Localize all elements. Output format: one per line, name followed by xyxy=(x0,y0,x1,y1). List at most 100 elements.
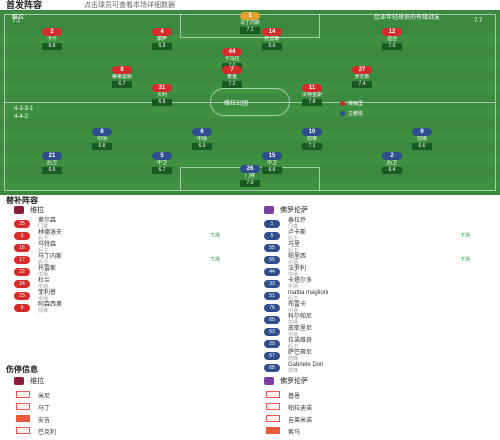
player-rating: 6.6 xyxy=(262,43,282,50)
player-name: 中场 xyxy=(96,136,107,142)
home-sub-row[interactable]: 3 林德洛夫 后卫 下场 xyxy=(10,230,250,242)
home-player[interactable]: 2 卡什 6.8 xyxy=(30,28,74,52)
away-logo-icon xyxy=(264,377,274,386)
away-sub-row[interactable]: 51 mattia maglioni 后卫 xyxy=(260,290,500,302)
home-sub-row[interactable]: 24 杜兰 中场 xyxy=(10,278,250,290)
away-sub-row[interactable]: 76 布雷卡 中场 xyxy=(260,302,500,314)
away-player[interactable]: 21 后卫 6.5 xyxy=(30,152,74,176)
sub-name: 卡塔尔多 xyxy=(288,278,313,284)
player-number: 2 xyxy=(42,28,62,36)
home-injury-row: 巴克利 xyxy=(10,426,250,436)
sub-position: 前锋 xyxy=(38,308,49,314)
injury-icon xyxy=(16,403,30,410)
home-player[interactable]: 11 沃特金斯 7.8 xyxy=(290,84,334,108)
sub-name: 皮耶里尼 xyxy=(288,326,313,332)
home-sub-row[interactable]: 16 马特森 后卫 xyxy=(10,242,250,254)
player-name: 后卫 xyxy=(46,160,57,166)
away-player[interactable]: 6 中场 6.9 xyxy=(180,128,224,152)
injury-player-name: 帕拉迪诺 xyxy=(288,406,313,412)
away-sub-row[interactable]: 33 卡塔尔多 中场 xyxy=(260,278,500,290)
away-player[interactable]: 5 中卫 6.7 xyxy=(140,152,184,176)
player-rating: 7.4 xyxy=(352,81,372,88)
subs-away-header: 佛罗伦萨 xyxy=(264,205,308,217)
away-player[interactable]: 8 中场 6.8 xyxy=(80,128,124,152)
sub-name: 菲利普 xyxy=(38,290,57,296)
sub-name: 托雷斯 xyxy=(38,266,57,272)
sub-number: 24 xyxy=(14,280,30,288)
away-sub-row[interactable]: 67 萨巴蒂尼 前锋 xyxy=(260,350,500,362)
away-player[interactable]: 15 中卫 6.6 xyxy=(250,152,294,176)
player-number: 14 xyxy=(262,28,282,36)
home-player[interactable]: 7 麦金 7.2 xyxy=(210,66,254,90)
injury-player-name: 索马 xyxy=(288,430,301,436)
player-number: 26 xyxy=(240,165,260,173)
player-name: 贝利 xyxy=(156,92,167,98)
lineup-header: 首发阵容 点击球员可查看本场详细数据 xyxy=(0,0,500,10)
player-name: 托雷斯 xyxy=(264,36,280,42)
away-player[interactable]: 9 前锋 6.6 xyxy=(400,128,444,152)
sub-position: 后卫 xyxy=(288,296,299,302)
player-number: 4 xyxy=(152,28,172,36)
sub-position: 中场 xyxy=(288,308,299,314)
away-sub-row[interactable]: 65 帕里西 中场 下场 xyxy=(260,254,500,266)
home-player[interactable]: 8 蒂莱曼斯 6.7 xyxy=(100,66,144,90)
player-number: 15 xyxy=(262,152,282,160)
sub-position: 中场 xyxy=(288,272,299,278)
sub-name: 科尔帕尼 xyxy=(288,314,313,320)
sub-name: 奥尔森 xyxy=(38,218,57,224)
player-number: 27 xyxy=(352,66,372,74)
player-rating: 7.1 xyxy=(302,143,322,150)
sub-position: 后卫 xyxy=(288,248,299,254)
sub-name: mattia maglioni xyxy=(288,290,329,296)
injury-icon xyxy=(266,415,280,422)
home-player[interactable]: 1 马丁内斯 7.1 xyxy=(228,12,272,36)
away-sub-row[interactable]: 44 法罗利 中场 xyxy=(260,266,500,278)
lineup-title: 首发阵容 xyxy=(6,0,43,10)
sub-number: 68 xyxy=(264,364,280,372)
sub-position: 前锋 xyxy=(288,356,299,362)
away-sub-row[interactable]: 5 卢卡斯 后卫 下场 xyxy=(260,230,500,242)
sub-name: 布雷卡 xyxy=(288,302,307,308)
home-player[interactable]: 4 康萨 6.9 xyxy=(140,28,184,52)
home-sub-row[interactable]: 9 阿森西奥 前锋 xyxy=(10,302,250,314)
sub-name: 卢卡斯 xyxy=(288,230,307,236)
home-sub-row[interactable]: 25 奥尔森 门将 xyxy=(10,218,250,230)
away-player[interactable]: 26 门将 7.0 xyxy=(228,165,272,189)
away-sub-row[interactable]: 1 泰拉乔 门将 xyxy=(260,218,500,230)
away-sub-row[interactable]: 29 拉诺维奇 后卫 xyxy=(260,338,500,350)
player-rating: 7.8 xyxy=(302,99,322,106)
player-number: 11 xyxy=(302,84,322,92)
home-player[interactable]: 27 罗杰斯 7.4 xyxy=(340,66,384,90)
away-player[interactable]: 10 前锋 7.1 xyxy=(290,128,334,152)
home-sub-row[interactable]: 22 托雷斯 中场 xyxy=(10,266,250,278)
sub-name: 马特森 xyxy=(38,242,57,248)
away-player[interactable]: 2 后卫 6.4 xyxy=(370,152,414,176)
player-rating: 6.7 xyxy=(152,167,172,174)
sub-name: 萨巴蒂尼 xyxy=(288,350,313,356)
player-name: 沃特金斯 xyxy=(301,92,322,98)
player-name: 卡马拉 xyxy=(224,56,240,62)
away-sub-row[interactable]: 60 科尔帕尼 中场 xyxy=(260,314,500,326)
away-sub-row[interactable]: 63 皮耶里尼 中场 xyxy=(260,326,500,338)
injury-icon xyxy=(266,391,280,398)
away-injury-row: 索马 xyxy=(260,426,500,436)
home-coach: 埃梅里 xyxy=(340,100,363,107)
sub-number: 23 xyxy=(14,292,30,300)
home-sub-row[interactable]: 17 马丁内斯 后卫 下场 xyxy=(10,254,250,266)
sub-name: 马里 xyxy=(288,242,301,248)
home-sub-row[interactable]: 23 菲利普 中场 xyxy=(10,290,250,302)
home-player[interactable]: 12 迪涅 7.0 xyxy=(370,28,414,52)
home-player[interactable]: 14 托雷斯 6.6 xyxy=(250,28,294,52)
injury-player-name: 基恩 xyxy=(288,394,301,400)
player-number: 21 xyxy=(42,152,62,160)
home-player[interactable]: 31 贝利 6.9 xyxy=(140,84,184,108)
home-injury-row: 马丁 xyxy=(10,402,250,412)
away-sub-row[interactable]: 68 Gabriele Dori 前锋 xyxy=(260,362,500,374)
sub-name: 泰拉乔 xyxy=(288,218,307,224)
sub-number: 3 xyxy=(14,232,30,240)
away-sub-row[interactable]: 55 马里 后卫 xyxy=(260,242,500,254)
away-coach: 主教练 xyxy=(340,110,363,117)
home-logo-icon xyxy=(14,377,24,386)
sub-number: 65 xyxy=(264,256,280,264)
sub-number: 22 xyxy=(14,268,30,276)
